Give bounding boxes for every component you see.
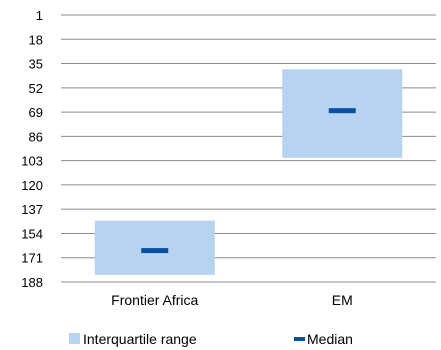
y-tick-label: 1 xyxy=(36,8,43,23)
y-tick-label: 171 xyxy=(21,251,43,266)
y-tick-label: 120 xyxy=(21,178,43,193)
y-tick-label: 154 xyxy=(21,226,43,241)
legend-median-swatch xyxy=(294,337,305,341)
y-tick-label: 18 xyxy=(29,32,43,47)
y-tick-label: 69 xyxy=(29,105,43,120)
legend-iqr-swatch xyxy=(69,333,80,344)
iqr-box xyxy=(282,69,403,158)
median-marker xyxy=(141,248,169,254)
y-axis-tick-labels: 1 18 35 52 69 86 103 120 137 154 171 188 xyxy=(21,8,43,290)
legend-median-label: Median xyxy=(307,331,353,347)
x-category-label: Frontier Africa xyxy=(111,292,198,308)
y-tick-label: 137 xyxy=(21,202,43,217)
median-markers xyxy=(141,108,356,254)
median-marker xyxy=(328,108,356,114)
y-tick-label: 188 xyxy=(21,275,43,290)
y-tick-label: 35 xyxy=(29,57,43,72)
y-tick-label: 86 xyxy=(29,129,43,144)
iqr-boxes xyxy=(94,69,403,275)
iqr-box xyxy=(94,220,215,275)
y-tick-label: 52 xyxy=(29,81,43,96)
legend: Interquartile range Median xyxy=(69,331,353,347)
y-tick-label: 103 xyxy=(21,154,43,169)
x-axis-category-labels: Frontier Africa EM xyxy=(111,292,353,308)
legend-iqr-label: Interquartile range xyxy=(83,331,197,347)
x-category-label: EM xyxy=(332,292,353,308)
